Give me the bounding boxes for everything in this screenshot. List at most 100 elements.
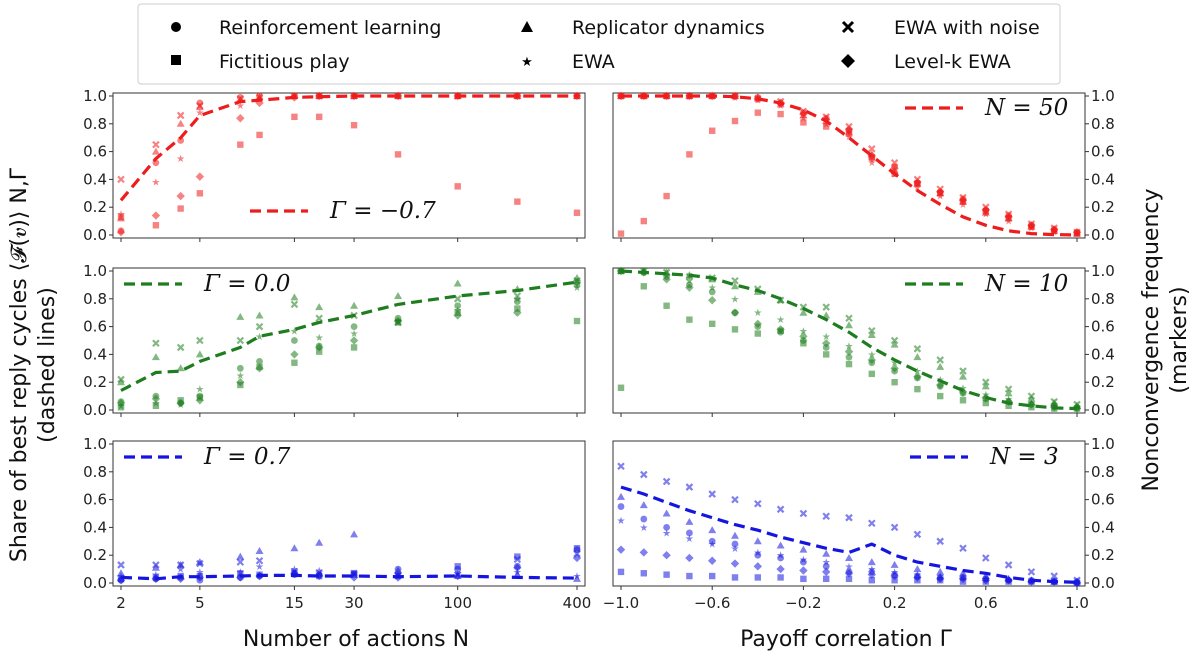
marker-diamond: [730, 559, 740, 568]
marker-cross: [959, 367, 967, 375]
legend-square-marker: [171, 55, 181, 65]
marker-circle: [454, 302, 462, 310]
marker-square: [845, 575, 853, 583]
legend-label-levelk: Level-k EWA: [894, 51, 1011, 73]
marker-circle: [196, 392, 204, 400]
marker-square: [891, 379, 898, 386]
marker-diamond: [513, 308, 522, 317]
marker-cross: [1050, 572, 1058, 580]
marker-cross: [845, 513, 853, 522]
marker-square: [617, 384, 625, 391]
marker-star: ★: [176, 565, 185, 576]
marker-cross: [662, 92, 671, 100]
marker-star: ★: [195, 567, 204, 578]
marker-cross: [776, 505, 785, 514]
y-tick-label: 1.0: [83, 262, 107, 280]
marker-circle: [936, 382, 944, 390]
marker-circle: [454, 565, 462, 573]
marker-triangle: [936, 567, 945, 575]
marker-circle: [754, 323, 762, 330]
marker-square: [617, 230, 625, 237]
marker-star: ★: [151, 178, 160, 189]
marker-cross: [1004, 385, 1013, 393]
panel-annotation: Γ = 0.7: [203, 444, 291, 470]
panel-annotation: N = 50: [984, 95, 1068, 121]
y-tick-label: 0.2: [1091, 198, 1115, 216]
marker-cross: [708, 490, 716, 498]
marker-cross: [513, 555, 522, 564]
marker-triangle: [776, 541, 785, 549]
marker-triangle: [890, 560, 899, 568]
marker-square: [514, 198, 521, 205]
series-star: ★★★★★★★★★★★★★: [117, 283, 582, 412]
marker-cross: [936, 185, 944, 193]
marker-circle: [236, 364, 244, 372]
legend-item-fictitious: Fictitious play: [171, 51, 350, 73]
marker-circle: [936, 574, 944, 581]
marker-square: [731, 326, 739, 333]
marker-star: ★: [662, 528, 671, 539]
y-tick-label: 1.0: [83, 435, 107, 453]
marker-circle: [1028, 401, 1035, 408]
x-tick-label: 30: [345, 594, 364, 612]
marker-star: ★: [117, 401, 126, 412]
y-tick-label: 0.4: [83, 345, 107, 363]
marker-star: ★: [255, 562, 264, 573]
marker-circle: [513, 298, 521, 305]
marker-circle: [822, 562, 830, 570]
panel-frame: [612, 440, 1086, 587]
x-tick-label: 100: [443, 594, 472, 612]
marker-circle: [117, 227, 125, 235]
marker-square: [640, 570, 647, 577]
marker-triangle: [350, 301, 359, 309]
marker-triangle: [117, 378, 125, 386]
marker-triangle: [1004, 214, 1013, 222]
y-tick-label: 0.0: [83, 226, 107, 244]
marker-triangle: [151, 563, 160, 571]
marker-triangle: [890, 340, 899, 348]
marker-triangle: [176, 119, 185, 127]
y-tick-label: 0.6: [1091, 318, 1115, 336]
marker-square: [350, 344, 358, 351]
marker-star: ★: [845, 562, 854, 573]
panel-frame: [112, 267, 586, 414]
y-tick-label: 0.6: [83, 143, 107, 161]
marker-triangle: [350, 530, 359, 538]
x-tick-label: 2: [116, 594, 126, 612]
marker-circle: [663, 524, 670, 531]
y-tick-label: 0.0: [83, 401, 107, 419]
marker-square: [823, 123, 830, 130]
marker-circle: [845, 568, 853, 576]
marker-circle: [868, 568, 876, 576]
marker-cross: [255, 556, 264, 565]
y-tick-label: 0.8: [1091, 290, 1115, 308]
marker-cross: [513, 92, 522, 100]
marker-cross: [1004, 210, 1013, 218]
marker-triangle: [981, 572, 990, 580]
marker-triangle: [822, 549, 831, 557]
marker-diamond: [639, 548, 648, 557]
marker-star: ★: [617, 516, 626, 527]
series-cross: [117, 550, 581, 579]
y-tick-label: 0.6: [83, 318, 107, 336]
marker-star: ★: [913, 183, 922, 194]
panels: 0.0 0.2 0.4 0.6 0.8 1.0 ★ ★ ★ ★ ★ ★ ★ ★ ★ ★ ★ ★ ★ Γ = −0.7 0…: [83, 87, 1115, 612]
marker-diamond: [236, 114, 245, 123]
y-tick-label: 0.8: [1091, 463, 1115, 481]
y-tick-label: 0.4: [83, 518, 107, 536]
marker-circle: [914, 572, 921, 580]
x-tick-label: 1.0: [1065, 594, 1089, 612]
marker-star: ★: [867, 350, 876, 361]
marker-square: [914, 385, 921, 393]
marker-cross: [176, 111, 185, 120]
marker-star: ★: [255, 332, 264, 343]
marker-cross: [236, 336, 245, 345]
marker-square: [754, 330, 761, 337]
marker-star: ★: [959, 383, 968, 394]
marker-cross: [913, 530, 922, 539]
marker-triangle: [913, 179, 922, 187]
marker-diamond: [776, 564, 785, 574]
marker-square: [800, 119, 807, 126]
marker-square: [640, 283, 647, 290]
